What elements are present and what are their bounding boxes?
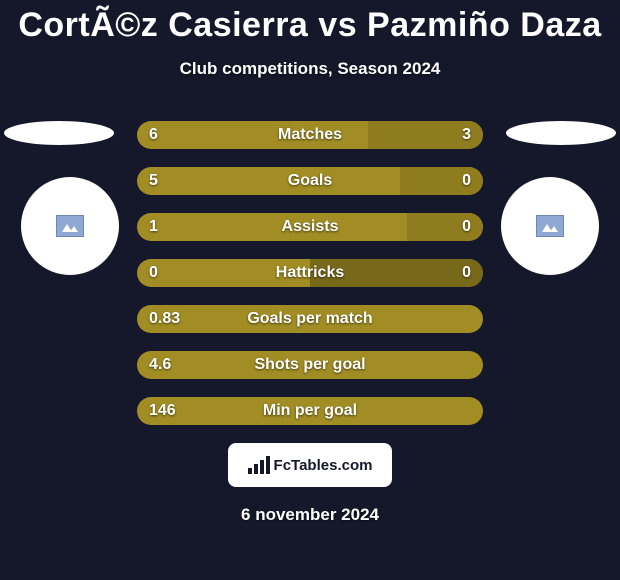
stat-value-right: 0 xyxy=(462,264,471,282)
stat-value-right: 0 xyxy=(462,218,471,236)
image-placeholder-icon xyxy=(56,215,84,237)
stat-value-left: 0 xyxy=(149,264,158,282)
stat-label: Assists xyxy=(282,218,339,236)
stat-row: 0 Hattricks 0 xyxy=(137,259,483,287)
stat-label: Matches xyxy=(278,126,342,144)
subtitle: Club competitions, Season 2024 xyxy=(0,59,620,79)
stat-value-left: 0.83 xyxy=(149,310,180,328)
stat-value-left: 146 xyxy=(149,402,176,420)
comparison-panel: 6 Matches 3 5 Goals 0 1 Assists 0 0 Hattricks 0 0.83… xyxy=(0,121,620,425)
brand-badge: FcTables.com xyxy=(228,443,392,487)
team-shadow-left xyxy=(4,121,114,145)
team-shadow-right xyxy=(506,121,616,145)
stat-label: Min per goal xyxy=(263,402,357,420)
stat-row: 6 Matches 3 xyxy=(137,121,483,149)
stat-value-right: 3 xyxy=(462,126,471,144)
stat-row: 146 Min per goal xyxy=(137,397,483,425)
stat-value-left: 6 xyxy=(149,126,158,144)
player-avatar-left xyxy=(21,177,119,275)
brand-text: FcTables.com xyxy=(274,457,373,474)
date-label: 6 november 2024 xyxy=(0,505,620,525)
stat-row: 4.6 Shots per goal xyxy=(137,351,483,379)
stat-value-left: 4.6 xyxy=(149,356,171,374)
player-avatar-right xyxy=(501,177,599,275)
stat-bar-right xyxy=(407,213,483,241)
stat-bars: 6 Matches 3 5 Goals 0 1 Assists 0 0 Hattricks 0 0.83… xyxy=(137,121,483,425)
stat-label: Goals xyxy=(288,172,332,190)
stat-value-left: 1 xyxy=(149,218,158,236)
stat-value-left: 5 xyxy=(149,172,158,190)
stat-row: 0.83 Goals per match xyxy=(137,305,483,333)
stat-row: 5 Goals 0 xyxy=(137,167,483,195)
stat-label: Hattricks xyxy=(276,264,344,282)
stat-label: Goals per match xyxy=(247,310,372,328)
stat-label: Shots per goal xyxy=(254,356,365,374)
image-placeholder-icon xyxy=(536,215,564,237)
stat-value-right: 0 xyxy=(462,172,471,190)
page-title: CortÃ©z Casierra vs Pazmiño Daza xyxy=(0,0,620,45)
stat-row: 1 Assists 0 xyxy=(137,213,483,241)
bar-chart-icon xyxy=(248,456,270,474)
